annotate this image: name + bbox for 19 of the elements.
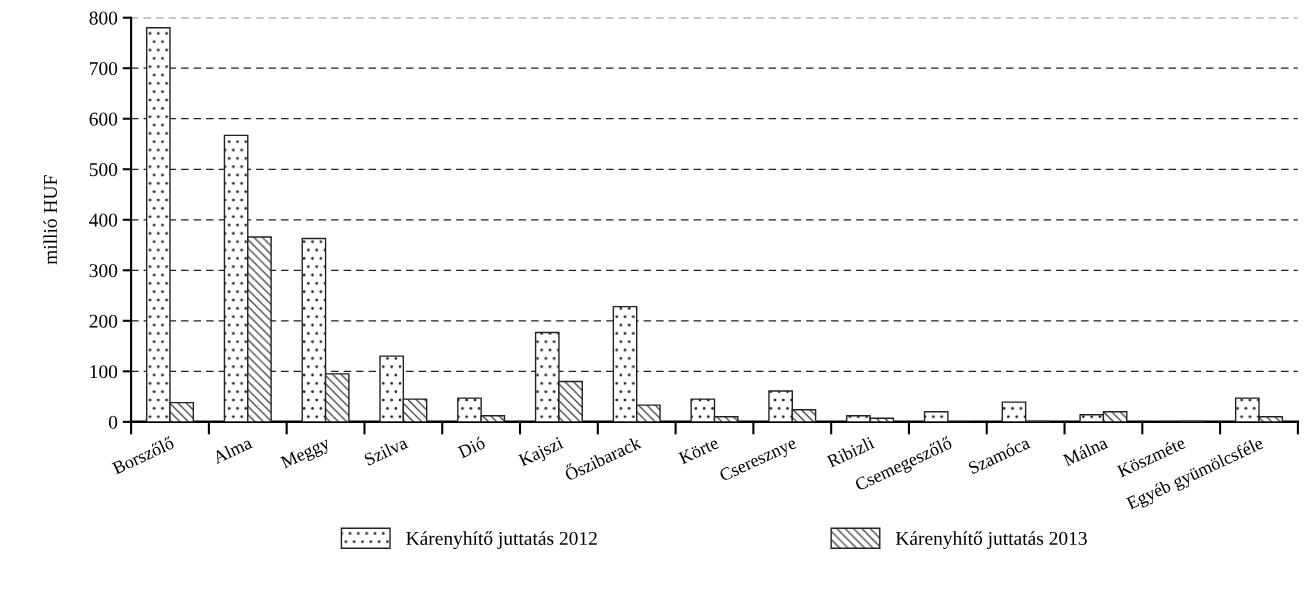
y-tick-label: 100: [90, 365, 118, 379]
x-tick-label: Málna: [1062, 435, 1109, 467]
y-tick-label: 0: [108, 415, 118, 429]
x-tick-label: Alma: [211, 435, 253, 465]
x-tick-label: Meggy: [279, 436, 333, 472]
y-tick-label: 400: [89, 213, 118, 227]
x-tick-label: Dió: [457, 436, 486, 459]
legend-label: Kárenyhítő juttatás 2012: [406, 531, 597, 549]
x-tick-label: Kajszi: [517, 436, 566, 470]
y-tick-label: 200: [89, 314, 118, 328]
legend-label: Kárenyhítő juttatás 2013: [895, 531, 1087, 549]
y-tick-label: 300: [89, 264, 118, 278]
y-tick-label: 500: [89, 163, 118, 177]
y-axis-title: millió HUF: [43, 175, 58, 265]
y-tick-label: 700: [90, 62, 118, 76]
y-tick-label: 800: [89, 11, 118, 25]
x-tick-label: Szilva: [363, 435, 409, 466]
x-tick-label: Körte: [678, 436, 720, 465]
y-tick-label: 600: [89, 112, 118, 126]
